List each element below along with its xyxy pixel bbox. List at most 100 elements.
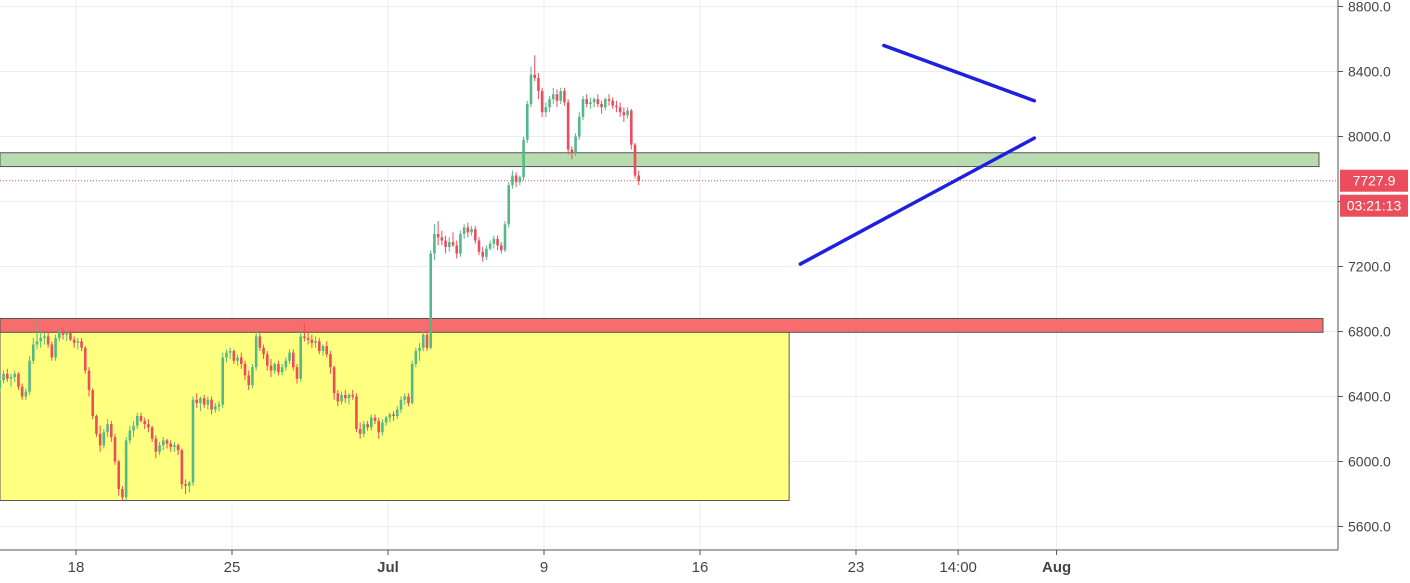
candle [455, 240, 459, 259]
candle [589, 97, 592, 109]
upper-trendline [882, 43, 1037, 103]
candle [9, 373, 13, 387]
candle-body [54, 338, 57, 358]
candle [414, 347, 418, 368]
candle [317, 338, 321, 355]
candle [325, 341, 329, 358]
candle [143, 417, 147, 429]
candle-body [585, 99, 589, 104]
candle [180, 448, 184, 490]
candle [284, 357, 288, 371]
candle-body [329, 354, 332, 368]
candle [213, 403, 217, 413]
candle [618, 102, 622, 117]
candle-body [555, 94, 559, 101]
countdown-label: 03:21:13 [1347, 198, 1402, 214]
x-tick-label: 14:00 [939, 559, 977, 576]
candle-body [239, 357, 243, 364]
x-tick-label: Jul [377, 559, 399, 576]
candle [288, 349, 291, 364]
candle [43, 333, 46, 345]
candle [57, 328, 61, 342]
candle [373, 414, 377, 425]
candle [295, 364, 299, 384]
x-tick-label: 16 [692, 559, 709, 576]
candle-body [540, 91, 544, 113]
candle [239, 352, 243, 369]
candle [102, 429, 106, 449]
candle [195, 393, 199, 408]
candle-body [466, 227, 470, 233]
candle [303, 323, 306, 342]
candle-body [5, 373, 9, 379]
candle [481, 247, 485, 262]
candle-body [210, 399, 213, 410]
candle-body [592, 99, 596, 103]
candle-body [373, 417, 377, 421]
candle-body [548, 99, 551, 108]
candle-body [622, 112, 626, 116]
candle-body [31, 344, 35, 361]
candle [132, 420, 135, 438]
candle-body [213, 406, 217, 410]
candle-body [347, 394, 351, 399]
candle [332, 365, 336, 400]
candle-body [150, 427, 154, 439]
candle [366, 420, 369, 431]
candle [128, 425, 132, 444]
candle [265, 351, 269, 371]
candle-body [462, 227, 466, 234]
last-price-tag [1340, 169, 1408, 192]
candle [351, 390, 355, 400]
candle-body [637, 175, 641, 181]
candle [210, 396, 213, 415]
candle-body [169, 443, 173, 447]
candle [514, 172, 518, 187]
candle-body [559, 91, 563, 101]
candle-body [596, 99, 600, 104]
candle-body [243, 364, 247, 376]
candle [522, 136, 525, 181]
candle-body [459, 234, 462, 254]
candle-body [265, 354, 269, 366]
candle-body [377, 420, 381, 433]
candle [358, 422, 362, 439]
candle [329, 351, 332, 374]
candle-body [574, 136, 577, 153]
last-price-label: 7727.9 [1353, 173, 1396, 189]
candle [147, 419, 150, 433]
candle-body [600, 104, 603, 108]
candle-body [384, 417, 388, 423]
candle-body [566, 102, 570, 150]
candle [537, 73, 540, 100]
candle [83, 346, 87, 374]
candle [269, 359, 273, 377]
candle-body [57, 331, 61, 338]
candle-body [455, 245, 459, 254]
candle [121, 485, 124, 501]
candle-body [343, 394, 347, 399]
candle [381, 419, 384, 436]
candle [251, 364, 254, 389]
candle [199, 396, 202, 412]
candle [488, 240, 492, 251]
candle-body [50, 344, 54, 358]
candle [466, 222, 470, 238]
candle [377, 417, 381, 439]
candle [247, 370, 251, 390]
candle-body [470, 229, 473, 233]
candle [202, 394, 206, 408]
candle-body [317, 341, 321, 351]
candle-body [563, 91, 566, 103]
candle [585, 94, 589, 108]
candle [603, 97, 607, 111]
countdown-tag [1340, 194, 1408, 217]
candle-body [225, 352, 228, 358]
candle-body [273, 364, 277, 371]
candle [243, 360, 247, 381]
candle-body [551, 94, 555, 100]
candle [622, 107, 626, 122]
candle [577, 112, 581, 140]
